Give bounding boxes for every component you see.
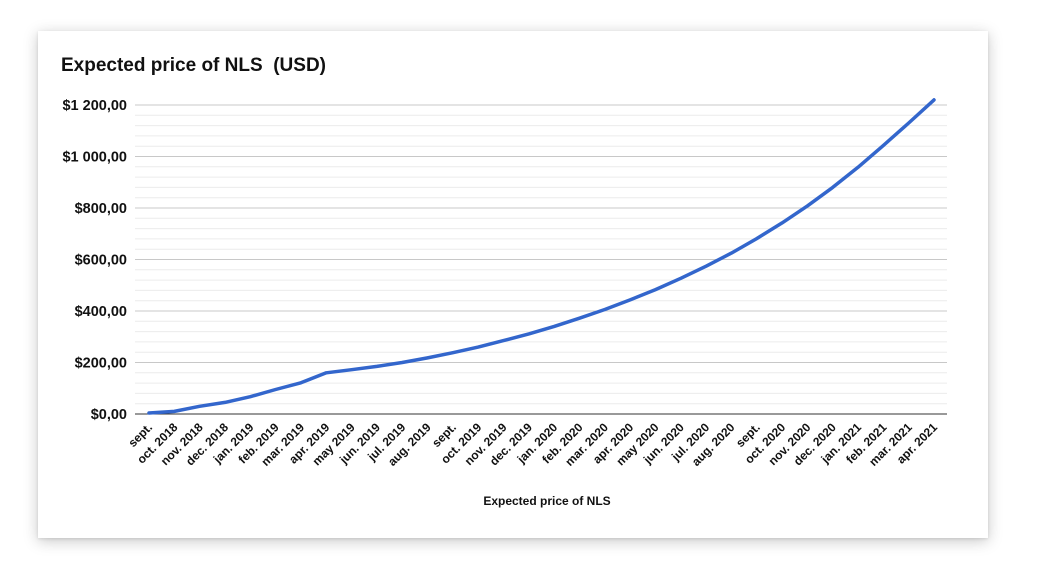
- y-tick-label: $0,00: [91, 407, 127, 423]
- y-tick-label: $200,00: [75, 356, 127, 372]
- line-chart: $0,00 $200,00 $400,00 $600,00 $800,00 $1 000,…: [62, 98, 947, 508]
- y-tick-label: $800,00: [75, 201, 127, 217]
- chart-title: Expected price of NLS (USD): [61, 55, 326, 76]
- y-tick-label: $1 200,00: [62, 98, 127, 114]
- chart-card: Expected price of NLS (USD) $0,00 $200,00…: [38, 31, 988, 538]
- y-tick-label: $1 000,00: [62, 150, 127, 166]
- series-line: [147, 98, 936, 415]
- x-axis-title: Expected price of NLS: [483, 494, 610, 508]
- y-tick-label: $400,00: [75, 304, 127, 320]
- y-tick-label: $600,00: [75, 253, 127, 269]
